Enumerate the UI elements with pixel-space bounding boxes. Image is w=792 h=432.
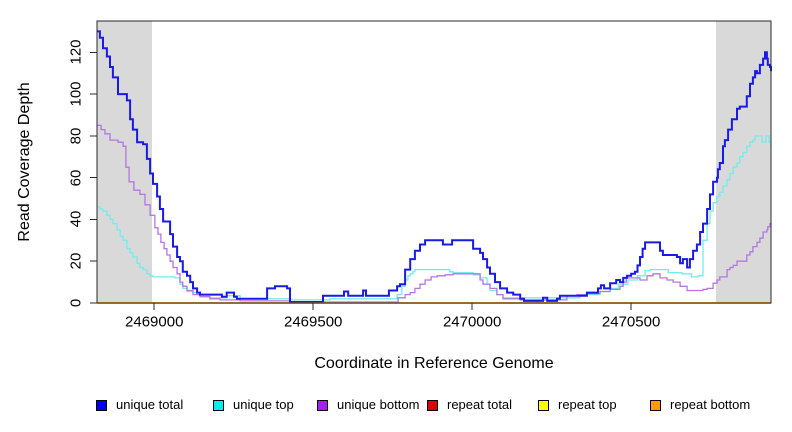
legend-label-unique-top: unique top [233, 397, 294, 412]
y-tick-label: 20 [67, 252, 85, 270]
plot-svg [90, 20, 772, 310]
legend-item-repeat-total: repeat total [427, 398, 512, 412]
legend-swatch-unique-total [96, 399, 107, 411]
x-tick-label: 2469000 [125, 313, 184, 331]
legend-label-repeat-top: repeat top [558, 397, 617, 412]
y-tick-label: 80 [67, 127, 85, 145]
legend-swatch-unique-top [213, 399, 224, 411]
legend-item-repeat-top: repeat top [538, 398, 617, 412]
y-axis-title: Read Coverage Depth [16, 82, 33, 242]
legend-swatch-repeat-bottom [650, 399, 661, 411]
legend-swatch-unique-bottom [317, 399, 328, 411]
legend-label-repeat-total: repeat total [447, 397, 513, 412]
y-tick-label: 60 [67, 169, 85, 186]
legend-item-unique-bottom: unique bottom [317, 398, 419, 412]
legend-item-unique-total: unique total [96, 398, 183, 412]
legend-swatch-repeat-total [427, 399, 438, 411]
legend-item-repeat-bottom: repeat bottom [650, 398, 750, 412]
y-tick-label: 120 [67, 39, 85, 65]
x-axis-title: Coordinate in Reference Genome [314, 355, 554, 372]
legend-label-unique-total: unique total [116, 397, 184, 412]
plot-box [96, 20, 772, 304]
legend-label-unique-bottom: unique bottom [337, 397, 420, 412]
legend-swatch-repeat-top [538, 399, 549, 411]
y-tick-label: 0 [67, 298, 85, 308]
legend-label-repeat-bottom: repeat bottom [670, 397, 751, 412]
shaded-region [715, 21, 771, 303]
y-tick-label: 100 [67, 81, 85, 107]
y-tick-label: 40 [67, 211, 85, 228]
shaded-region [97, 21, 153, 303]
x-tick-label: 2470500 [601, 313, 661, 331]
legend-item-unique-top: unique top [213, 398, 294, 412]
series-unique-total [97, 30, 772, 303]
x-tick-label: 2469500 [283, 313, 343, 331]
series-unique-top [97, 135, 772, 301]
series-unique-bottom [97, 124, 772, 303]
x-tick-label: 2470000 [442, 313, 502, 331]
